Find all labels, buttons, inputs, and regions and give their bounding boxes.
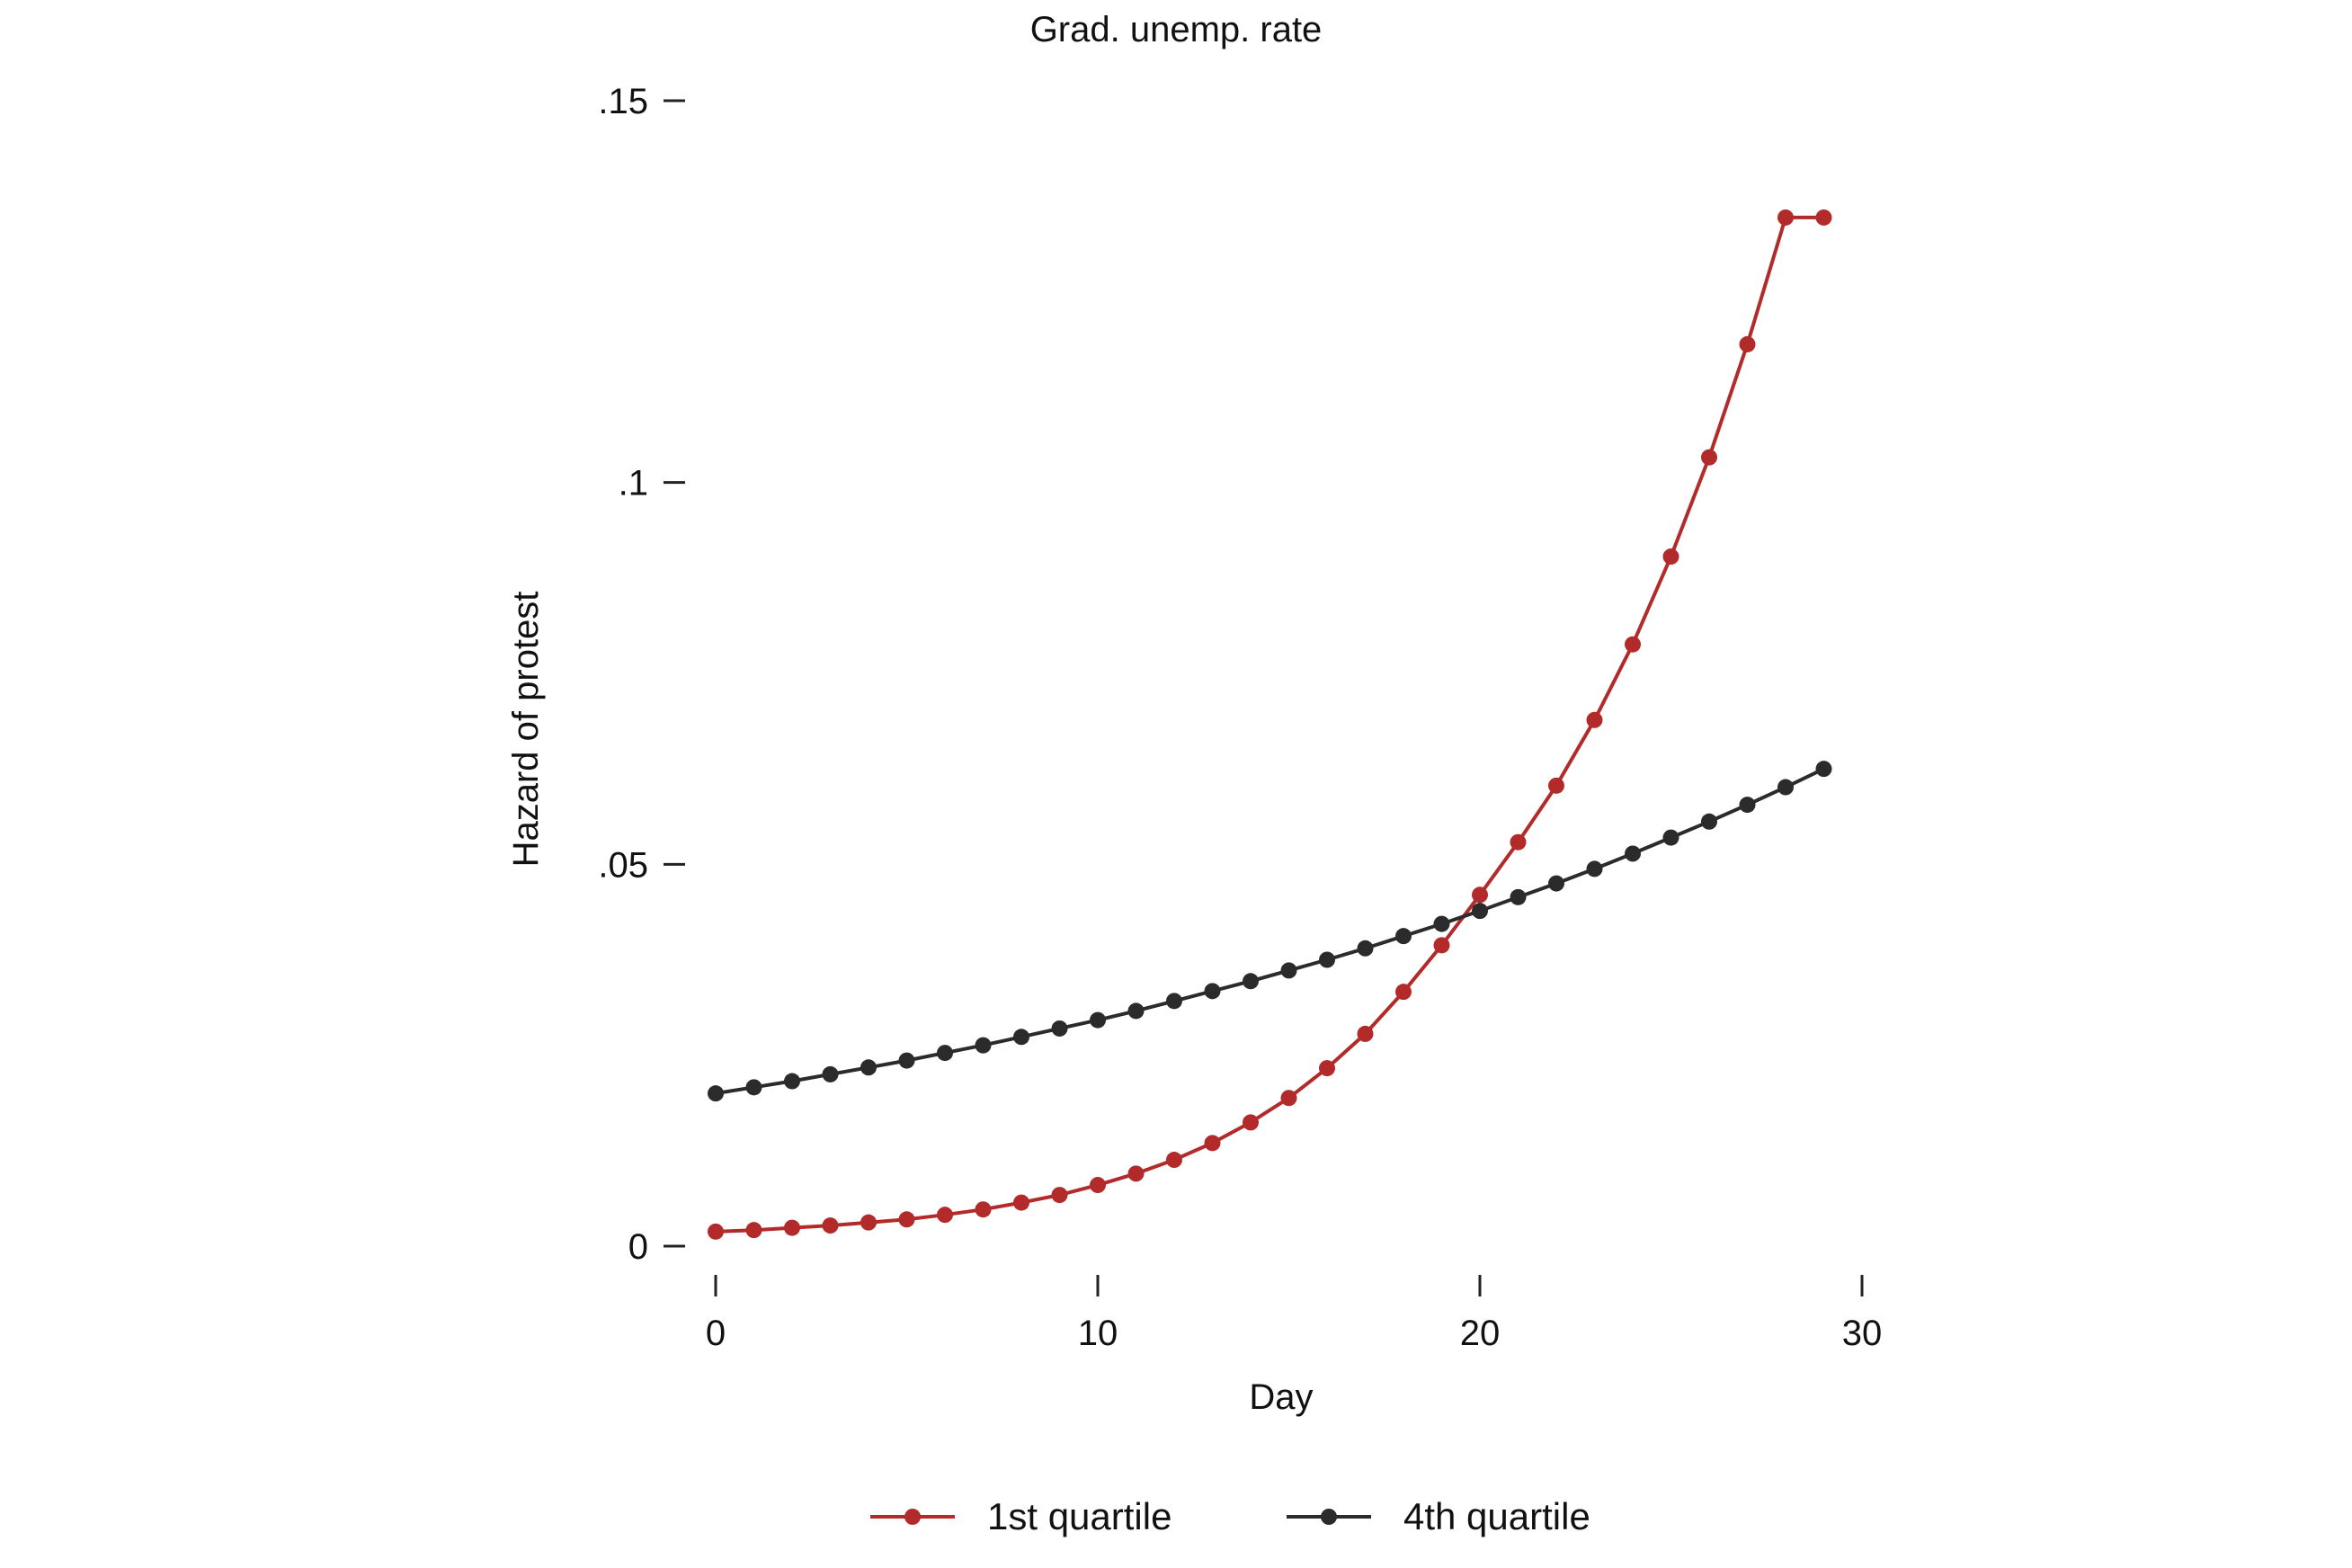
chart-title: Grad. unemp. rate xyxy=(1030,10,1323,49)
data-point-4th-quartile xyxy=(1625,845,1641,862)
data-point-4th-quartile xyxy=(1243,973,1259,990)
data-point-4th-quartile xyxy=(1090,1011,1106,1029)
data-point-4th-quartile xyxy=(1739,797,1756,814)
data-point-1st-quartile xyxy=(1548,777,1564,794)
data-point-4th-quartile xyxy=(937,1045,953,1062)
data-point-4th-quartile xyxy=(1319,951,1335,968)
legend-item-4th-quartile: 4th quartile xyxy=(1287,1495,1590,1537)
data-point-1st-quartile xyxy=(1701,449,1717,466)
data-point-4th-quartile xyxy=(1395,928,1412,945)
data-point-1st-quartile xyxy=(860,1214,877,1231)
data-point-1st-quartile xyxy=(1625,636,1641,653)
data-point-1st-quartile xyxy=(975,1201,992,1218)
data-point-1st-quartile xyxy=(1090,1177,1106,1194)
data-point-1st-quartile xyxy=(1243,1114,1259,1131)
y-tick-label: .1 xyxy=(619,464,648,503)
data-point-1st-quartile xyxy=(1433,937,1450,954)
legend-marker-1st-quartile xyxy=(904,1509,921,1525)
data-point-4th-quartile xyxy=(1051,1020,1068,1037)
data-point-4th-quartile xyxy=(708,1085,724,1102)
data-point-4th-quartile xyxy=(1701,813,1717,830)
data-point-1st-quartile xyxy=(1815,209,1832,226)
data-point-4th-quartile xyxy=(975,1037,992,1054)
data-point-1st-quartile xyxy=(1166,1152,1182,1169)
legend-label-4th-quartile: 4th quartile xyxy=(1403,1495,1590,1537)
data-point-4th-quartile xyxy=(1127,1002,1145,1020)
data-point-1st-quartile xyxy=(784,1219,800,1236)
data-point-4th-quartile xyxy=(1662,829,1679,846)
data-point-1st-quartile xyxy=(1586,711,1603,728)
data-point-4th-quartile xyxy=(1510,888,1527,905)
data-point-4th-quartile xyxy=(1472,903,1488,920)
x-axis-label: Day xyxy=(1249,1377,1313,1417)
series-line-1st-quartile xyxy=(715,215,1824,1234)
data-point-4th-quartile xyxy=(1280,962,1297,979)
legend: 1st quartile 4th quartile xyxy=(870,1495,1590,1537)
y-axis: 0 .05 .1 .15 xyxy=(598,82,685,1267)
data-point-1st-quartile xyxy=(822,1217,839,1234)
legend-marker-4th-quartile xyxy=(1321,1509,1337,1525)
data-point-1st-quartile xyxy=(1739,335,1756,352)
data-point-1st-quartile xyxy=(937,1207,953,1224)
data-point-4th-quartile xyxy=(1777,779,1794,796)
data-point-1st-quartile xyxy=(708,1223,724,1240)
data-point-4th-quartile xyxy=(1013,1029,1029,1046)
x-tick-label: 10 xyxy=(1078,1314,1118,1353)
data-point-1st-quartile xyxy=(898,1211,915,1228)
data-point-1st-quartile xyxy=(1051,1187,1068,1204)
data-point-4th-quartile xyxy=(898,1052,915,1069)
data-point-4th-quartile xyxy=(822,1065,839,1082)
data-point-4th-quartile xyxy=(1586,860,1603,878)
x-axis: 0 10 20 30 xyxy=(706,1275,1882,1353)
data-point-1st-quartile xyxy=(1319,1060,1335,1077)
data-point-4th-quartile xyxy=(1357,940,1374,957)
data-point-1st-quartile xyxy=(1662,548,1679,566)
data-point-1st-quartile xyxy=(1013,1194,1029,1211)
data-point-1st-quartile xyxy=(1472,886,1488,904)
y-axis-label: Hazard of protest xyxy=(506,592,546,868)
data-point-4th-quartile xyxy=(1433,915,1450,932)
data-point-1st-quartile xyxy=(1777,209,1794,226)
x-tick-label: 20 xyxy=(1460,1314,1501,1353)
legend-item-1st-quartile: 1st quartile xyxy=(870,1495,1172,1537)
y-tick-label: 0 xyxy=(628,1227,648,1267)
plot-area xyxy=(708,209,1832,1240)
data-point-4th-quartile xyxy=(784,1073,800,1090)
data-point-1st-quartile xyxy=(1357,1025,1374,1042)
data-point-1st-quartile xyxy=(745,1222,762,1239)
data-point-1st-quartile xyxy=(1204,1135,1221,1152)
x-tick-label: 0 xyxy=(706,1314,726,1353)
data-point-1st-quartile xyxy=(1510,833,1527,851)
data-point-4th-quartile xyxy=(1548,875,1564,892)
data-point-1st-quartile xyxy=(1395,984,1412,1001)
data-point-4th-quartile xyxy=(860,1059,877,1076)
x-tick-label: 30 xyxy=(1842,1314,1883,1353)
data-point-4th-quartile xyxy=(745,1079,762,1096)
data-point-1st-quartile xyxy=(1280,1090,1297,1107)
y-tick-label: .15 xyxy=(598,82,648,121)
data-point-1st-quartile xyxy=(1127,1165,1145,1182)
y-tick-label: .05 xyxy=(598,845,648,885)
data-point-4th-quartile xyxy=(1166,993,1182,1010)
series-line-4th-quartile xyxy=(715,767,1825,1096)
data-point-4th-quartile xyxy=(1815,761,1832,778)
legend-label-1st-quartile: 1st quartile xyxy=(987,1495,1172,1537)
data-point-4th-quartile xyxy=(1204,983,1221,1000)
